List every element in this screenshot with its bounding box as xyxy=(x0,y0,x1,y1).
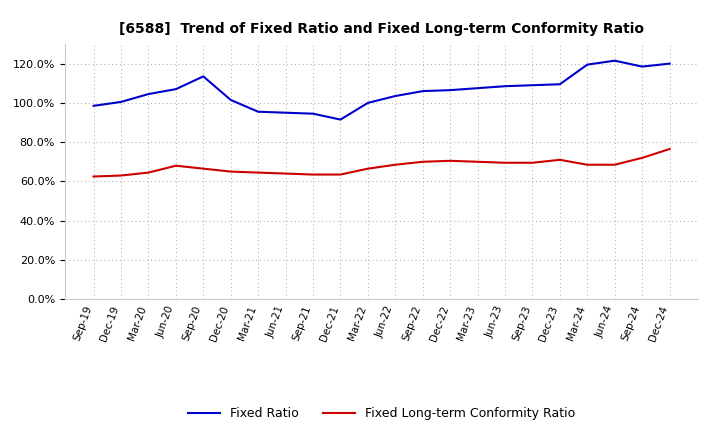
Fixed Ratio xyxy=(528,83,537,88)
Fixed Long-term Conformity Ratio xyxy=(254,170,263,175)
Fixed Long-term Conformity Ratio xyxy=(446,158,454,163)
Fixed Long-term Conformity Ratio xyxy=(418,159,427,165)
Fixed Long-term Conformity Ratio xyxy=(638,155,647,161)
Fixed Long-term Conformity Ratio xyxy=(473,159,482,165)
Fixed Ratio xyxy=(226,97,235,103)
Fixed Long-term Conformity Ratio xyxy=(171,163,180,169)
Fixed Ratio xyxy=(89,103,98,109)
Fixed Ratio xyxy=(144,92,153,97)
Fixed Ratio xyxy=(199,74,207,79)
Fixed Ratio xyxy=(117,99,125,105)
Fixed Long-term Conformity Ratio xyxy=(500,160,509,165)
Fixed Long-term Conformity Ratio xyxy=(282,171,290,176)
Fixed Long-term Conformity Ratio xyxy=(611,162,619,167)
Fixed Ratio xyxy=(583,62,592,67)
Fixed Long-term Conformity Ratio xyxy=(199,166,207,171)
Legend: Fixed Ratio, Fixed Long-term Conformity Ratio: Fixed Ratio, Fixed Long-term Conformity … xyxy=(184,403,580,425)
Fixed Long-term Conformity Ratio xyxy=(528,160,537,165)
Fixed Ratio xyxy=(336,117,345,122)
Fixed Long-term Conformity Ratio xyxy=(309,172,318,177)
Fixed Ratio xyxy=(418,88,427,94)
Line: Fixed Long-term Conformity Ratio: Fixed Long-term Conformity Ratio xyxy=(94,149,670,176)
Fixed Long-term Conformity Ratio xyxy=(144,170,153,175)
Fixed Long-term Conformity Ratio xyxy=(391,162,400,167)
Fixed Long-term Conformity Ratio xyxy=(336,172,345,177)
Fixed Ratio xyxy=(500,84,509,89)
Fixed Ratio xyxy=(171,87,180,92)
Fixed Long-term Conformity Ratio xyxy=(117,173,125,178)
Line: Fixed Ratio: Fixed Ratio xyxy=(94,61,670,120)
Fixed Ratio xyxy=(309,111,318,116)
Fixed Long-term Conformity Ratio xyxy=(89,174,98,179)
Fixed Long-term Conformity Ratio xyxy=(556,157,564,162)
Fixed Long-term Conformity Ratio xyxy=(226,169,235,174)
Fixed Ratio xyxy=(282,110,290,115)
Fixed Ratio xyxy=(473,85,482,91)
Fixed Ratio xyxy=(556,81,564,87)
Fixed Ratio xyxy=(391,93,400,99)
Fixed Ratio xyxy=(254,109,263,114)
Fixed Ratio xyxy=(364,100,372,106)
Title: [6588]  Trend of Fixed Ratio and Fixed Long-term Conformity Ratio: [6588] Trend of Fixed Ratio and Fixed Lo… xyxy=(119,22,644,36)
Fixed Long-term Conformity Ratio xyxy=(364,166,372,171)
Fixed Long-term Conformity Ratio xyxy=(665,147,674,152)
Fixed Ratio xyxy=(446,88,454,93)
Fixed Ratio xyxy=(611,58,619,63)
Fixed Long-term Conformity Ratio xyxy=(583,162,592,167)
Fixed Ratio xyxy=(665,61,674,66)
Fixed Ratio xyxy=(638,64,647,69)
